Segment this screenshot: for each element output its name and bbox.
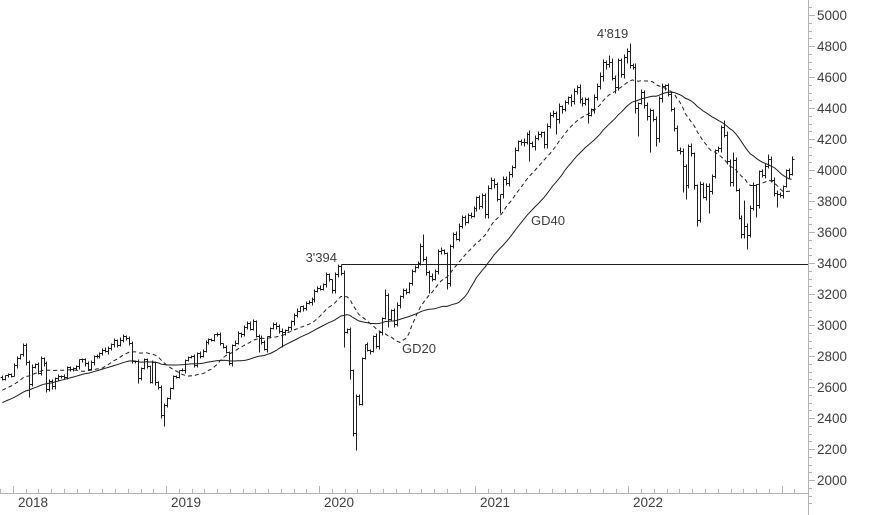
y-axis-tick-label: 4200 — [817, 132, 848, 147]
y-axis-tick-label: 5000 — [817, 8, 848, 23]
moving-average-gd40 — [2, 91, 792, 404]
level-value-label: 3'394 — [305, 249, 337, 265]
y-axis-tick-label: 3600 — [817, 225, 848, 240]
y-axis-tick-label: 3000 — [817, 318, 848, 333]
y-axis-tick-label: 2200 — [817, 442, 848, 457]
y-axis-tick-label: 3200 — [817, 287, 848, 302]
y-axis-tick-label: 2400 — [817, 411, 848, 426]
x-axis-year-label: 2020 — [324, 495, 355, 510]
gd20-ma-label: GD20 — [402, 341, 436, 356]
x-axis-year-label: 2018 — [18, 495, 49, 510]
y-axis-tick-label: 4800 — [817, 39, 848, 54]
y-axis-tick-label: 2600 — [817, 380, 848, 395]
x-axis-year-label: 2021 — [480, 495, 511, 510]
x-axis-year-label: 2019 — [171, 495, 202, 510]
y-axis-tick-label: 4600 — [817, 70, 848, 85]
gd40-ma-label: GD40 — [531, 213, 565, 228]
y-axis-tick-label: 2000 — [817, 473, 848, 488]
moving-average-gd20 — [2, 79, 792, 391]
y-axis-tick-label: 3800 — [817, 194, 848, 209]
y-axis-tick-label: 3400 — [817, 256, 848, 271]
x-axis-ticks — [0, 486, 795, 493]
x-axis-year-label: 2022 — [633, 495, 664, 510]
y-axis-tick-label: 2800 — [817, 349, 848, 364]
y-axis-tick-label: 4000 — [817, 163, 848, 178]
y-axis-tick-label: 4400 — [817, 101, 848, 116]
y-axis-ticks — [808, 7, 815, 504]
price-ohlc-bars — [0, 43, 795, 451]
peak-value-label: 4'819 — [596, 26, 629, 42]
